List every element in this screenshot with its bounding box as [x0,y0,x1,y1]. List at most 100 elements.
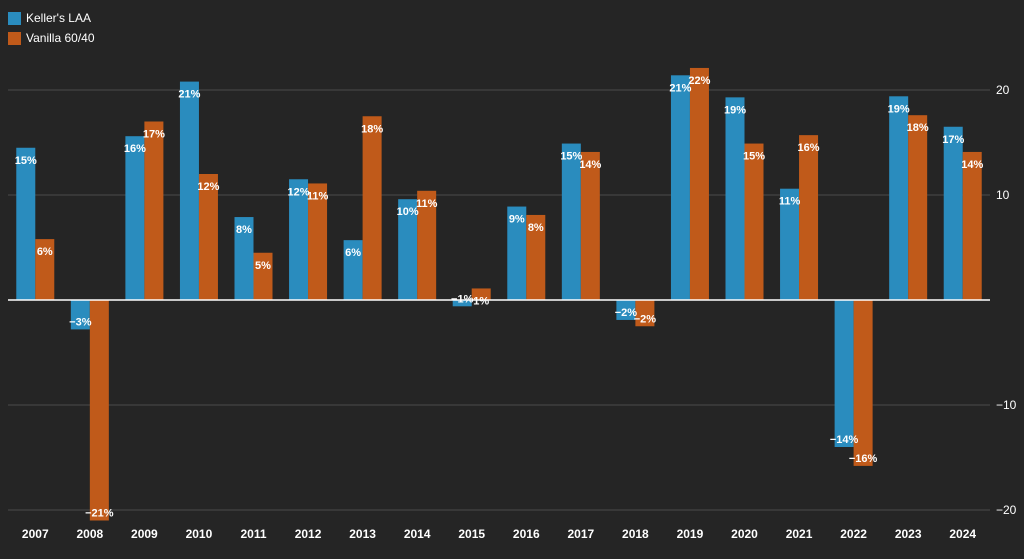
bar-series-2[interactable] [253,252,273,300]
bar-series-2[interactable] [853,300,873,466]
data-label-series-1: 21% [178,89,200,101]
data-label-series-2: −21% [85,508,114,520]
bar-series-1[interactable] [179,81,199,300]
data-label-series-1: 12% [288,186,310,198]
data-label-series-1: 10% [397,206,419,218]
data-label-series-1: 19% [724,104,746,116]
x-tick-label: 2013 [349,527,376,541]
bar-series-2[interactable] [362,116,382,300]
data-label-series-1: −2% [615,307,638,319]
gridlines [8,89,990,511]
x-tick-label: 2012 [295,527,322,541]
x-tick-label: 2023 [895,527,922,541]
y-tick-label: 10 [996,188,1010,202]
data-label-series-2: 15% [743,151,765,163]
bar-series-2[interactable] [908,115,928,300]
legend-swatch-series-1 [8,11,21,25]
data-label-series-2: 14% [961,159,983,171]
bar-series-2[interactable] [417,190,437,300]
x-tick-label: 2021 [786,527,813,541]
y-tick-label: −10 [996,398,1017,412]
bar-series-1[interactable] [834,300,854,447]
data-label-series-1: 8% [236,224,252,236]
bar-series-2[interactable] [89,300,109,521]
data-label-series-2: 18% [907,122,929,134]
y-tick-label: 20 [996,83,1010,97]
data-label-series-1: 11% [779,196,801,208]
data-label-series-1: −1% [451,293,474,305]
data-label-series-2: −16% [849,453,878,465]
data-label-series-2: 1% [473,295,489,307]
data-label-series-2: 8% [528,222,544,234]
x-tick-label: 2015 [458,527,485,541]
data-labels: 15% −3% 16% 21% 8% 12% 6% 10% −1% 9% 15% −2% 21% 19% 1… [15,75,984,520]
bar-series-1[interactable] [343,240,363,300]
bar-series-1[interactable] [398,199,418,300]
data-label-series-2: 22% [688,75,710,87]
bar-series-1[interactable] [725,97,745,300]
bar-series-2[interactable] [580,151,600,300]
bar-series-1[interactable] [234,217,254,300]
bar-series-2[interactable] [308,183,328,300]
legend-label-series-1: Keller's LAA [26,11,91,25]
x-tick-label: 2007 [22,527,49,541]
bar-series-1[interactable] [616,300,636,320]
bar-series-2[interactable] [689,67,709,300]
data-label-series-2: 16% [798,142,820,154]
x-tick-label: 2010 [186,527,213,541]
bar-series-1[interactable] [507,206,527,300]
bar-series-2[interactable] [962,151,982,300]
x-tick-label: 2008 [76,527,103,541]
x-tick-label: 2020 [731,527,758,541]
bar-series-1[interactable] [561,143,581,300]
data-label-series-2: 17% [143,129,165,141]
y-axis: 20 10 −10 −20 [996,83,1017,517]
bar-series-2[interactable] [198,174,218,300]
bar-series-1[interactable] [889,96,909,300]
x-tick-label: 2016 [513,527,540,541]
bar-series-1[interactable] [452,300,472,307]
data-label-series-1: 19% [888,103,910,115]
bar-series-2[interactable] [526,214,546,300]
x-tick-label: 2024 [949,527,976,541]
x-tick-label: 2017 [567,527,594,541]
data-label-series-1: 16% [124,143,146,155]
bar-series-2[interactable] [744,143,764,300]
bars [8,67,990,521]
x-tick-label: 2011 [240,527,266,541]
bar-series-1[interactable] [16,147,36,300]
bar-series-2[interactable] [144,121,164,301]
data-label-series-1: 15% [560,151,582,163]
bar-series-1[interactable] [943,126,963,300]
data-label-series-2: 14% [579,159,601,171]
x-tick-label: 2022 [840,527,867,541]
legend-swatch-series-2 [8,31,21,45]
bar-series-1[interactable] [780,188,800,300]
data-label-series-1: 21% [669,82,691,94]
bar-series-1[interactable] [670,75,690,300]
bar-series-2[interactable] [635,300,655,327]
legend-item-series-1[interactable]: Keller's LAA [8,8,95,28]
legend: Keller's LAA Vanilla 60/40 [8,8,95,48]
bar-series-2[interactable] [471,288,491,300]
bar-series-2[interactable] [35,239,55,300]
data-label-series-1: −14% [830,434,859,446]
data-label-series-2: 18% [361,123,383,135]
bar-series-2[interactable] [799,135,819,300]
data-label-series-1: 15% [15,155,37,167]
data-label-series-1: 9% [509,214,525,226]
y-tick-label: −20 [996,503,1017,517]
data-label-series-2: 11% [307,190,329,202]
data-label-series-1: 17% [942,134,964,146]
bar-series-1[interactable] [125,136,145,300]
data-label-series-1: 6% [345,247,361,259]
x-tick-label: 2014 [404,527,431,541]
data-label-series-2: 6% [37,246,53,258]
bar-series-1[interactable] [70,300,90,330]
bar-series-1[interactable] [289,179,309,300]
data-label-series-1: −3% [69,316,92,328]
legend-item-series-2[interactable]: Vanilla 60/40 [8,28,95,48]
data-label-series-2: 11% [416,198,438,210]
data-label-series-2: 5% [255,260,271,272]
